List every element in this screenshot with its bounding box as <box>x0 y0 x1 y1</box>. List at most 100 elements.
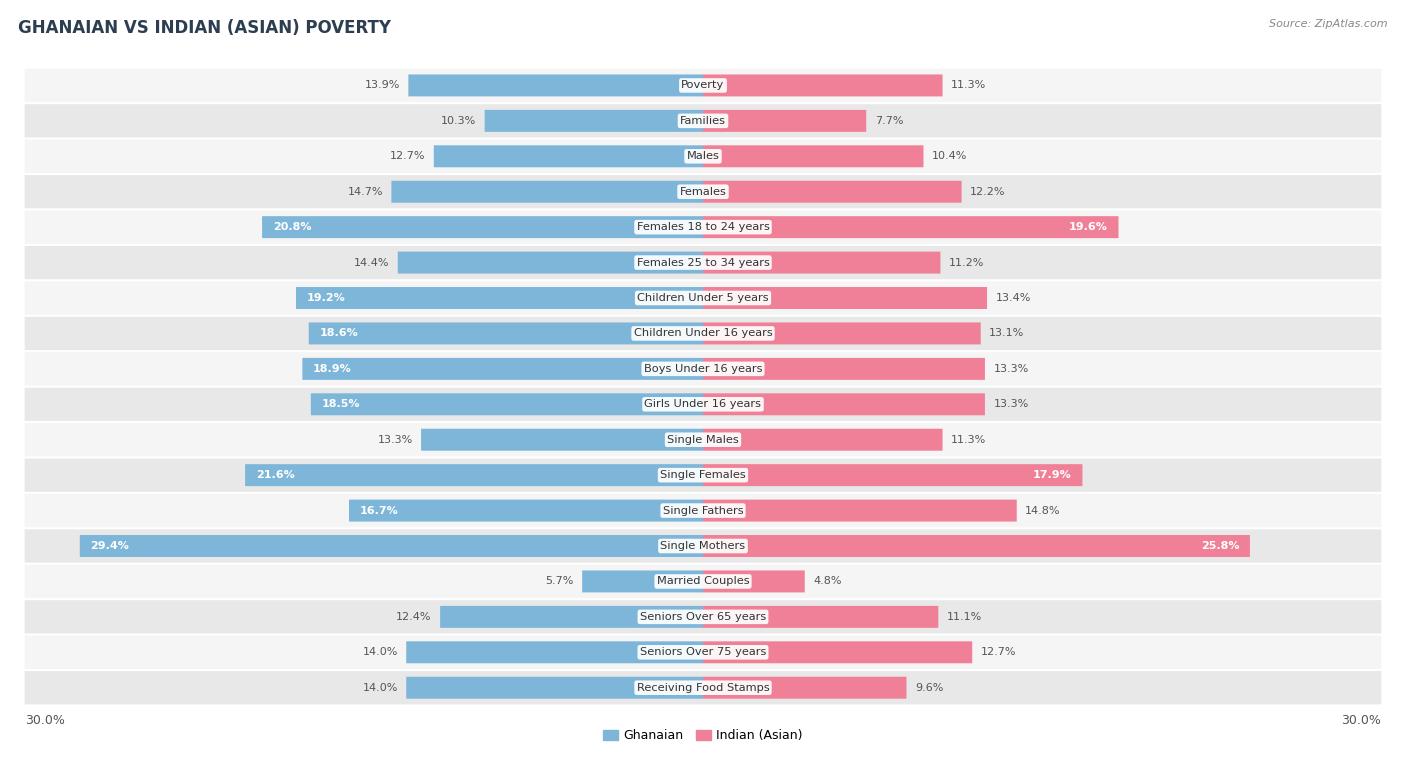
Text: 13.1%: 13.1% <box>990 328 1025 338</box>
FancyBboxPatch shape <box>420 429 703 451</box>
Text: 21.6%: 21.6% <box>256 470 294 480</box>
FancyBboxPatch shape <box>703 606 938 628</box>
FancyBboxPatch shape <box>25 139 1381 173</box>
FancyBboxPatch shape <box>25 459 1381 492</box>
FancyBboxPatch shape <box>80 535 703 557</box>
Text: Poverty: Poverty <box>682 80 724 90</box>
Text: Families: Families <box>681 116 725 126</box>
FancyBboxPatch shape <box>25 565 1381 598</box>
FancyBboxPatch shape <box>703 358 986 380</box>
Text: 5.7%: 5.7% <box>546 576 574 587</box>
Text: GHANAIAN VS INDIAN (ASIAN) POVERTY: GHANAIAN VS INDIAN (ASIAN) POVERTY <box>18 19 391 37</box>
Text: Single Fathers: Single Fathers <box>662 506 744 515</box>
FancyBboxPatch shape <box>25 600 1381 634</box>
Text: 11.2%: 11.2% <box>949 258 984 268</box>
Text: 18.6%: 18.6% <box>319 328 359 338</box>
Legend: Ghanaian, Indian (Asian): Ghanaian, Indian (Asian) <box>603 729 803 742</box>
FancyBboxPatch shape <box>25 352 1381 386</box>
Text: 11.3%: 11.3% <box>950 435 986 445</box>
FancyBboxPatch shape <box>703 216 1119 238</box>
FancyBboxPatch shape <box>485 110 703 132</box>
FancyBboxPatch shape <box>25 494 1381 528</box>
Text: 17.9%: 17.9% <box>1033 470 1071 480</box>
FancyBboxPatch shape <box>406 641 703 663</box>
Text: 30.0%: 30.0% <box>1341 714 1381 727</box>
FancyBboxPatch shape <box>25 104 1381 137</box>
FancyBboxPatch shape <box>703 180 962 202</box>
Text: 12.2%: 12.2% <box>970 186 1005 197</box>
Text: Children Under 5 years: Children Under 5 years <box>637 293 769 303</box>
FancyBboxPatch shape <box>406 677 703 699</box>
FancyBboxPatch shape <box>25 211 1381 244</box>
Text: 12.7%: 12.7% <box>981 647 1017 657</box>
FancyBboxPatch shape <box>703 393 986 415</box>
Text: 14.7%: 14.7% <box>347 186 382 197</box>
FancyBboxPatch shape <box>398 252 703 274</box>
FancyBboxPatch shape <box>703 500 1017 522</box>
Text: Seniors Over 75 years: Seniors Over 75 years <box>640 647 766 657</box>
Text: 13.4%: 13.4% <box>995 293 1031 303</box>
FancyBboxPatch shape <box>245 464 703 486</box>
FancyBboxPatch shape <box>703 535 1250 557</box>
Text: Seniors Over 65 years: Seniors Over 65 years <box>640 612 766 622</box>
Text: Boys Under 16 years: Boys Under 16 years <box>644 364 762 374</box>
FancyBboxPatch shape <box>25 317 1381 350</box>
Text: Females 25 to 34 years: Females 25 to 34 years <box>637 258 769 268</box>
Text: 10.3%: 10.3% <box>441 116 477 126</box>
FancyBboxPatch shape <box>703 252 941 274</box>
Text: Girls Under 16 years: Girls Under 16 years <box>644 399 762 409</box>
Text: 19.2%: 19.2% <box>307 293 346 303</box>
Text: 19.6%: 19.6% <box>1069 222 1108 232</box>
FancyBboxPatch shape <box>25 69 1381 102</box>
FancyBboxPatch shape <box>25 387 1381 421</box>
FancyBboxPatch shape <box>25 423 1381 456</box>
FancyBboxPatch shape <box>703 287 987 309</box>
FancyBboxPatch shape <box>311 393 703 415</box>
FancyBboxPatch shape <box>703 146 924 168</box>
Text: 25.8%: 25.8% <box>1201 541 1239 551</box>
Text: Single Females: Single Females <box>661 470 745 480</box>
FancyBboxPatch shape <box>703 322 981 344</box>
Text: Females 18 to 24 years: Females 18 to 24 years <box>637 222 769 232</box>
Text: 30.0%: 30.0% <box>25 714 65 727</box>
Text: 29.4%: 29.4% <box>90 541 129 551</box>
FancyBboxPatch shape <box>440 606 703 628</box>
Text: 20.8%: 20.8% <box>273 222 311 232</box>
Text: 16.7%: 16.7% <box>360 506 398 515</box>
FancyBboxPatch shape <box>703 641 972 663</box>
FancyBboxPatch shape <box>391 180 703 202</box>
FancyBboxPatch shape <box>25 246 1381 279</box>
FancyBboxPatch shape <box>25 281 1381 315</box>
Text: 14.0%: 14.0% <box>363 683 398 693</box>
FancyBboxPatch shape <box>25 671 1381 704</box>
FancyBboxPatch shape <box>703 571 804 593</box>
FancyBboxPatch shape <box>703 429 942 451</box>
Text: Married Couples: Married Couples <box>657 576 749 587</box>
FancyBboxPatch shape <box>309 322 703 344</box>
FancyBboxPatch shape <box>703 110 866 132</box>
Text: Males: Males <box>686 152 720 161</box>
FancyBboxPatch shape <box>408 74 703 96</box>
Text: 14.4%: 14.4% <box>354 258 389 268</box>
Text: 14.8%: 14.8% <box>1025 506 1060 515</box>
Text: Females: Females <box>679 186 727 197</box>
FancyBboxPatch shape <box>434 146 703 168</box>
Text: Source: ZipAtlas.com: Source: ZipAtlas.com <box>1270 19 1388 29</box>
FancyBboxPatch shape <box>703 677 907 699</box>
Text: 13.9%: 13.9% <box>364 80 399 90</box>
FancyBboxPatch shape <box>582 571 703 593</box>
Text: Children Under 16 years: Children Under 16 years <box>634 328 772 338</box>
Text: 18.5%: 18.5% <box>322 399 360 409</box>
Text: 4.8%: 4.8% <box>813 576 842 587</box>
FancyBboxPatch shape <box>262 216 703 238</box>
FancyBboxPatch shape <box>25 636 1381 669</box>
FancyBboxPatch shape <box>25 529 1381 562</box>
Text: 10.4%: 10.4% <box>932 152 967 161</box>
FancyBboxPatch shape <box>297 287 703 309</box>
FancyBboxPatch shape <box>703 74 942 96</box>
Text: 13.3%: 13.3% <box>377 435 412 445</box>
Text: Single Mothers: Single Mothers <box>661 541 745 551</box>
FancyBboxPatch shape <box>302 358 703 380</box>
Text: Receiving Food Stamps: Receiving Food Stamps <box>637 683 769 693</box>
Text: 11.1%: 11.1% <box>946 612 981 622</box>
